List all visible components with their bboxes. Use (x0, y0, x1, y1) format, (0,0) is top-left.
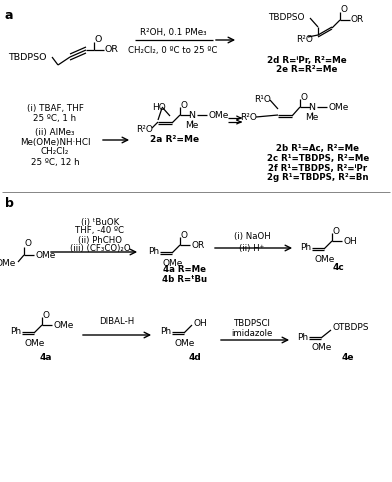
Text: 4d: 4d (189, 353, 201, 362)
Text: (ii) H⁺: (ii) H⁺ (240, 243, 265, 253)
Text: Ph: Ph (297, 333, 308, 342)
Text: 25 ºC, 1 h: 25 ºC, 1 h (33, 113, 76, 122)
Text: (i) NaOH: (i) NaOH (234, 232, 270, 241)
Text: O: O (333, 227, 340, 236)
Text: R²O: R²O (240, 113, 257, 122)
Text: Me: Me (185, 120, 199, 130)
Text: Ph: Ph (148, 247, 159, 256)
Text: N: N (189, 110, 196, 120)
Text: OMe: OMe (315, 254, 335, 264)
Text: TBDPSCl: TBDPSCl (234, 319, 270, 327)
Text: imidazole: imidazole (231, 329, 273, 337)
Text: Ph: Ph (10, 327, 21, 336)
Text: 4e: 4e (342, 353, 354, 362)
Text: 4a R=Me: 4a R=Me (163, 266, 207, 275)
Text: 2e R=R²=Me: 2e R=R²=Me (276, 66, 338, 75)
Text: TBDPSO: TBDPSO (8, 53, 47, 62)
Text: 2d R=ⁱPr, R²=Me: 2d R=ⁱPr, R²=Me (267, 55, 347, 65)
Text: N: N (309, 103, 316, 111)
Text: OMe: OMe (329, 103, 349, 111)
Text: THF, -40 ºC: THF, -40 ºC (76, 227, 125, 236)
Text: O: O (25, 240, 32, 249)
Text: (i) ᵗBuOK: (i) ᵗBuOK (81, 217, 119, 227)
Text: O: O (181, 230, 188, 240)
Text: OMe: OMe (36, 251, 56, 259)
Text: OMe: OMe (312, 344, 332, 352)
Text: HO: HO (152, 103, 166, 111)
Text: OH: OH (344, 237, 358, 245)
Text: (i) TBAF, THF: (i) TBAF, THF (27, 104, 83, 112)
Text: (ii) AlMe₃: (ii) AlMe₃ (35, 128, 75, 136)
Text: OR: OR (192, 241, 205, 250)
Text: 4c: 4c (332, 264, 344, 272)
Text: Me: Me (305, 112, 319, 121)
Text: O: O (95, 36, 102, 44)
Text: R¹O: R¹O (254, 95, 271, 105)
Text: b: b (5, 197, 14, 210)
Text: 25 ºC, 12 h: 25 ºC, 12 h (31, 158, 79, 166)
Text: 4b R=ᵗBu: 4b R=ᵗBu (162, 275, 207, 283)
Text: 4a: 4a (40, 353, 52, 362)
Text: (ii) PhCHO: (ii) PhCHO (78, 236, 122, 244)
Text: OR: OR (105, 45, 119, 54)
Text: O: O (181, 101, 188, 109)
Text: O: O (301, 93, 308, 102)
Text: (iii) (CF₃CO)₂O: (iii) (CF₃CO)₂O (70, 244, 130, 254)
Text: R²O: R²O (296, 35, 313, 43)
Text: DIBAL-H: DIBAL-H (100, 318, 134, 326)
Text: OMe: OMe (54, 321, 74, 330)
Text: 2c R¹=TBDPS, R²=Me: 2c R¹=TBDPS, R²=Me (267, 153, 369, 162)
Text: TBDPSO: TBDPSO (268, 13, 305, 23)
Text: O: O (341, 5, 348, 14)
Text: Ph: Ph (300, 243, 311, 253)
Text: R²OH, 0.1 PMe₃: R²OH, 0.1 PMe₃ (140, 27, 206, 37)
Text: R²O: R²O (136, 125, 153, 134)
Text: 2a R²=Me: 2a R²=Me (151, 135, 200, 145)
Text: OMe: OMe (163, 258, 183, 268)
Text: OMe: OMe (175, 338, 195, 348)
Text: Ph: Ph (160, 327, 171, 336)
Text: CH₂Cl₂, 0 ºC to 25 ºC: CH₂Cl₂, 0 ºC to 25 ºC (128, 45, 218, 54)
Text: OR: OR (351, 15, 364, 25)
Text: O: O (43, 310, 50, 320)
Text: OMe: OMe (209, 110, 229, 120)
Text: 2g R¹=TBDPS, R²=Bn: 2g R¹=TBDPS, R²=Bn (267, 174, 369, 183)
Text: a: a (5, 9, 13, 22)
Text: OMe: OMe (25, 338, 45, 348)
Text: 2f R¹=TBDPS, R²=ⁱPr: 2f R¹=TBDPS, R²=ⁱPr (269, 163, 368, 173)
Text: Me(OMe)NH·HCl: Me(OMe)NH·HCl (20, 137, 90, 147)
Text: OH: OH (194, 319, 208, 327)
Text: 2b R¹=Ac, R²=Me: 2b R¹=Ac, R²=Me (276, 144, 359, 152)
Text: OMe: OMe (0, 259, 16, 268)
Text: CH₂Cl₂: CH₂Cl₂ (41, 147, 69, 157)
Text: OTBDPS: OTBDPS (333, 323, 370, 333)
